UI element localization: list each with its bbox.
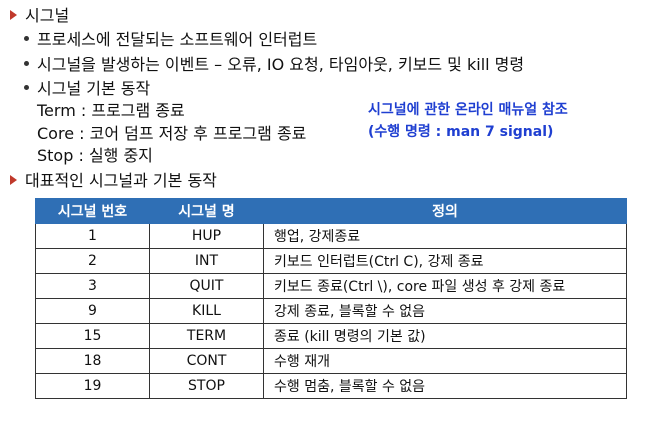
signal-number: 19: [35, 373, 150, 399]
table-row: 15 TERM 종료 (kill 명령의 기본 값): [35, 323, 627, 349]
action-stop: Stop : 실행 중지: [37, 146, 153, 165]
section-heading-signal: 시그널: [10, 6, 69, 26]
header-signal-number: 시그널 번호: [35, 198, 150, 224]
table-row: 19 STOP 수행 멈춤, 블록할 수 없음: [35, 373, 627, 399]
table-header-row: 시그널 번호 시그널 명 정의: [35, 198, 627, 224]
signal-number: 9: [35, 298, 150, 324]
table-row: 1 HUP 행업, 강제종료: [35, 223, 627, 249]
signal-definition: 키보드 인터럽트(Ctrl C), 강제 종료: [263, 248, 627, 274]
table-row: 3 QUIT 키보드 종료(Ctrl \), core 파일 생성 후 강제 종…: [35, 273, 627, 299]
header-signal-name: 시그널 명: [149, 198, 264, 224]
section-heading-table: 대표적인 시그널과 기본 동작: [10, 171, 217, 191]
action-core: Core : 코어 덤프 저장 후 프로그램 종료: [37, 124, 307, 143]
signal-number: 18: [35, 348, 150, 374]
signal-heading-text: 시그널: [25, 6, 70, 25]
bullet-dot-icon: [24, 36, 29, 41]
signal-name: HUP: [149, 223, 264, 249]
signal-number: 3: [35, 273, 150, 299]
signal-number: 1: [35, 223, 150, 249]
signal-name: KILL: [149, 298, 264, 324]
table-row: 18 CONT 수행 재개: [35, 348, 627, 374]
manual-note-line1: 시그널에 관한 온라인 매뉴얼 참조: [368, 102, 568, 118]
signal-name: STOP: [149, 373, 264, 399]
signal-name: INT: [149, 248, 264, 274]
signal-definition: 강제 종료, 블록할 수 없음: [263, 298, 627, 324]
bullet-actions-text: 시그널 기본 동작: [37, 79, 151, 98]
bullet-events: 시그널을 발생하는 이벤트 – 오류, IO 요청, 타임아웃, 키보드 및 k…: [24, 55, 524, 75]
table-row: 2 INT 키보드 인터럽트(Ctrl C), 강제 종료: [35, 248, 627, 274]
signal-definition: 종료 (kill 명령의 기본 값): [263, 323, 627, 349]
triangle-bullet-icon: [10, 10, 17, 20]
triangle-bullet-icon: [10, 175, 17, 185]
signal-number: 15: [35, 323, 150, 349]
signal-name: TERM: [149, 323, 264, 349]
bullet-dot-icon: [24, 61, 29, 66]
bullet-definition-text: 프로세스에 전달되는 소프트웨어 인터럽트: [37, 30, 318, 49]
signal-definition: 수행 재개: [263, 348, 627, 374]
header-definition: 정의: [263, 198, 627, 224]
table-heading-text: 대표적인 시그널과 기본 동작: [25, 171, 217, 190]
bullet-events-text: 시그널을 발생하는 이벤트 – 오류, IO 요청, 타임아웃, 키보드 및 k…: [37, 55, 525, 74]
bullet-definition: 프로세스에 전달되는 소프트웨어 인터럽트: [24, 30, 317, 50]
signal-definition: 행업, 강제종료: [263, 223, 627, 249]
signal-table: 시그널 번호 시그널 명 정의 1 HUP 행업, 강제종료 2 INT 키보드…: [35, 198, 627, 399]
signal-definition: 키보드 종료(Ctrl \), core 파일 생성 후 강제 종료: [263, 273, 627, 299]
manual-note-line2: (수행 명령 : man 7 signal): [368, 124, 554, 140]
bullet-dot-icon: [24, 85, 29, 90]
signal-name: CONT: [149, 348, 264, 374]
signal-definition: 수행 멈춤, 블록할 수 없음: [263, 373, 627, 399]
action-term: Term : 프로그램 종료: [37, 101, 185, 120]
table-row: 9 KILL 강제 종료, 블록할 수 없음: [35, 298, 627, 324]
signal-number: 2: [35, 248, 150, 274]
bullet-actions: 시그널 기본 동작: [24, 79, 150, 99]
signal-name: QUIT: [149, 273, 264, 299]
